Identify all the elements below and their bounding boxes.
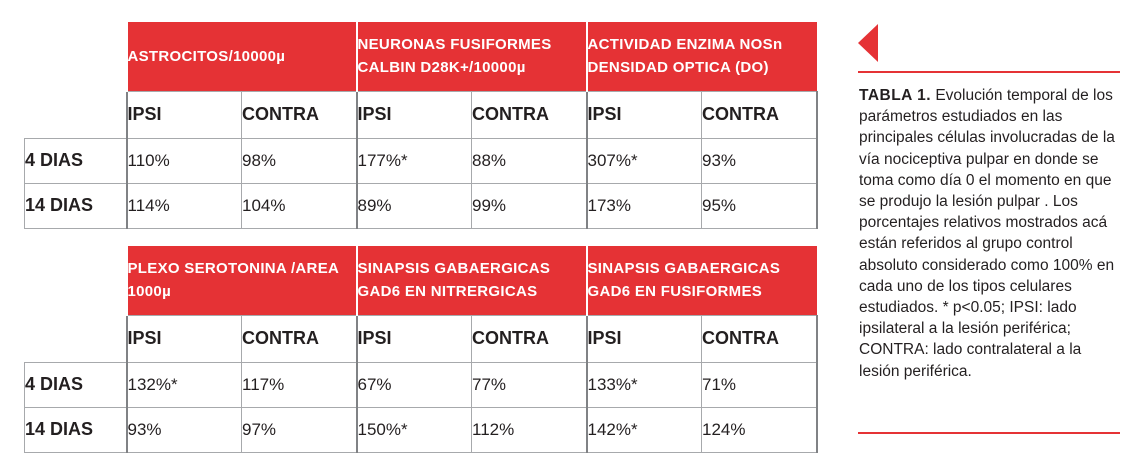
table-row: 14 DIAS 114% 104% 89% 99% 173% 95%: [24, 182, 818, 229]
caption-text: Evolución temporal de los parámetros est…: [859, 87, 1115, 380]
value-cell: 307%*: [585, 137, 702, 184]
corner-cell: [24, 246, 127, 315]
value-cell: 77%: [471, 361, 588, 408]
value-cell: 112%: [471, 406, 588, 453]
group-header: ACTIVIDAD ENZIMA NOSn DENSIDAD OPTICA (D…: [585, 22, 817, 91]
corner-cell: [24, 315, 127, 363]
column-header-contra: CONTRA: [471, 314, 588, 363]
value-cell: 133%*: [585, 361, 702, 408]
column-header-contra: CONTRA: [241, 314, 358, 363]
value-cell: 93%: [125, 406, 242, 453]
value-cell: 117%: [241, 361, 358, 408]
value-cell: 99%: [471, 182, 588, 229]
column-header-ipsi: IPSI: [355, 314, 472, 363]
value-cell: 95%: [701, 182, 818, 229]
value-cell: 98%: [241, 137, 358, 184]
group-header: ASTROCITOS/10000µ: [125, 22, 357, 91]
value-cell: 104%: [241, 182, 358, 229]
column-header-ipsi: IPSI: [585, 90, 702, 139]
value-cell: 177%*: [355, 137, 472, 184]
caption-label: TABLA 1.: [859, 87, 932, 104]
group-header: SINAPSIS GABAERGICAS GAD6 EN NITRERGICAS: [355, 246, 587, 315]
table-row: 4 DIAS 132%* 117% 67% 77% 133%* 71%: [24, 361, 818, 408]
value-cell: 114%: [125, 182, 242, 229]
corner-cell: [24, 91, 127, 139]
table-caption: TABLA 1. Evolución temporal de los parám…: [859, 85, 1121, 382]
corner-cell: [24, 22, 127, 91]
row-label: 4 DIAS: [24, 361, 127, 408]
value-cell: 97%: [241, 406, 358, 453]
value-cell: 173%: [585, 182, 702, 229]
column-header-ipsi: IPSI: [125, 314, 242, 363]
value-cell: 88%: [471, 137, 588, 184]
row-label: 14 DIAS: [24, 182, 127, 229]
column-header-ipsi: IPSI: [355, 90, 472, 139]
results-table-1: ASTROCITOS/10000µ NEURONAS FUSIFORMES CA…: [24, 22, 818, 229]
value-cell: 150%*: [355, 406, 472, 453]
value-cell: 93%: [701, 137, 818, 184]
value-cell: 124%: [701, 406, 818, 453]
column-header-contra: CONTRA: [471, 90, 588, 139]
group-header: SINAPSIS GABAERGICAS GAD6 EN FUSIFORMES: [585, 246, 817, 315]
value-cell: 67%: [355, 361, 472, 408]
results-table-2: PLEXO SEROTONINA /AREA 1000µ SINAPSIS GA…: [24, 246, 818, 453]
group-header: PLEXO SEROTONINA /AREA 1000µ: [125, 246, 357, 315]
table-row: 4 DIAS 110% 98% 177%* 88% 307%* 93%: [24, 137, 818, 184]
value-cell: 71%: [701, 361, 818, 408]
value-cell: 89%: [355, 182, 472, 229]
group-header: NEURONAS FUSIFORMES CALBIN D28K+/10000µ: [355, 22, 587, 91]
value-cell: 142%*: [585, 406, 702, 453]
column-header-contra: CONTRA: [701, 314, 818, 363]
row-label: 14 DIAS: [24, 406, 127, 453]
row-label: 4 DIAS: [24, 137, 127, 184]
column-header-ipsi: IPSI: [585, 314, 702, 363]
column-header-contra: CONTRA: [241, 90, 358, 139]
value-cell: 132%*: [125, 361, 242, 408]
caption-divider-bottom: [858, 432, 1120, 434]
value-cell: 110%: [125, 137, 242, 184]
column-header-ipsi: IPSI: [125, 90, 242, 139]
table-row: 14 DIAS 93% 97% 150%* 112% 142%* 124%: [24, 406, 818, 453]
caption-divider-top: [858, 71, 1120, 73]
column-header-contra: CONTRA: [701, 90, 818, 139]
caption-arrow-icon: [858, 24, 878, 62]
